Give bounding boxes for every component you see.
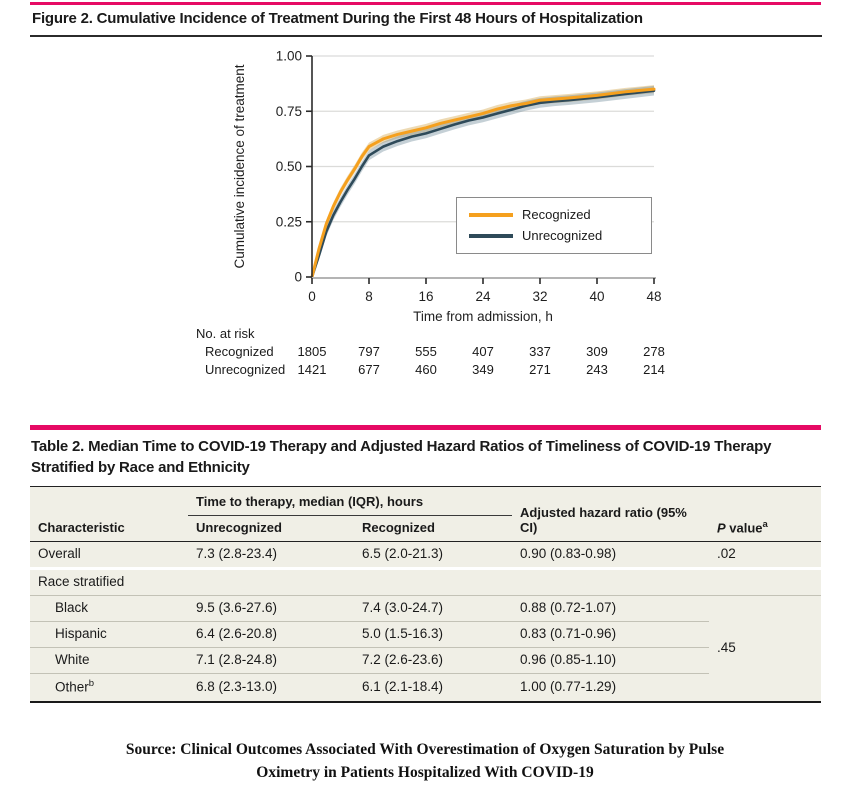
- cell-p-value: .02: [709, 541, 821, 569]
- header-empty-cell: [30, 487, 188, 516]
- cell-label: Hispanic: [30, 621, 188, 648]
- table2-accent-bar: [30, 425, 821, 430]
- row-black: Black 9.5 (3.6-27.6) 7.4 (3.0-24.7) 0.88…: [30, 595, 821, 702]
- legend-item-unrecognized: Unrecognized: [469, 225, 641, 246]
- x-axis-title: Time from admission, h: [413, 309, 553, 324]
- y-tick-label: 0.50: [276, 159, 302, 174]
- x-tick-label: 48: [646, 289, 661, 304]
- table2-header-row-1: Time to therapy, median (IQR), hours Adj…: [30, 486, 821, 535]
- cell-recognized: 6.5 (2.0-21.3): [354, 541, 512, 569]
- at-risk-row-label-unrecognized: Unrecognized: [205, 361, 286, 377]
- x-tick-label: 24: [475, 289, 491, 304]
- at-risk-value: 271: [529, 361, 551, 377]
- other-footnote-marker: b: [88, 678, 95, 689]
- at-risk-value: 1805: [297, 344, 327, 359]
- table2-title: Table 2. Median Time to COVID-19 Therapy…: [31, 438, 772, 476]
- at-risk-value: 243: [586, 361, 608, 377]
- source-citation-text: Source: Clinical Outcomes Associated Wit…: [125, 741, 725, 781]
- cell-unrecognized: 6.8 (2.3-13.0): [188, 673, 354, 702]
- chart-legend: Recognized Unrecognized: [456, 197, 652, 254]
- cell-recognized: 7.4 (3.0-24.7): [354, 595, 512, 622]
- y-tick-label: 0.25: [276, 214, 302, 229]
- row-hispanic: Hispanic 6.4 (2.6-20.8) 5.0 (1.5-16.3) 0…: [30, 621, 821, 648]
- other-label: Other: [55, 679, 89, 695]
- cell-label: White: [30, 647, 188, 674]
- at-risk-value: 214: [643, 361, 665, 377]
- cumulative-incidence-chart: 0 0.25 0.50 0.75 1.00 0 8 16 24 32 40 48 Time from a…: [232, 49, 662, 325]
- cell-hazard-ratio: 0.96 (0.85-1.10): [512, 647, 709, 674]
- source-citation: Source: Clinical Outcomes Associated Wit…: [0, 738, 850, 784]
- at-risk-row-label-recognized: Recognized: [205, 344, 274, 359]
- cell-recognized: 7.2 (2.6-23.6): [354, 647, 512, 674]
- figure-title: Figure 2. Cumulative Incidence of Treatm…: [32, 10, 643, 27]
- header-recognized: Recognized: [362, 520, 435, 535]
- at-risk-value: 797: [358, 344, 380, 359]
- at-risk-value: 1421: [297, 361, 327, 377]
- cell-unrecognized: 7.1 (2.8-24.8): [188, 647, 354, 674]
- at-risk-value: 349: [472, 361, 494, 377]
- cell-unrecognized: 9.5 (3.6-27.6): [188, 595, 354, 622]
- figure-accent-rule: [30, 2, 821, 5]
- cell-recognized: 5.0 (1.5-16.3): [354, 621, 512, 648]
- x-tick-label: 32: [532, 289, 547, 304]
- cell-unrecognized: 7.3 (2.8-23.4): [188, 541, 354, 569]
- at-risk-value: 677: [358, 361, 380, 377]
- table2: Time to therapy, median (IQR), hours Adj…: [30, 486, 821, 703]
- p-value-italic: P: [717, 520, 726, 535]
- cell-hazard-ratio: 1.00 (0.77-1.29): [512, 673, 709, 702]
- header-time-to-therapy: Time to therapy, median (IQR), hours: [188, 486, 512, 516]
- p-value-rest: value: [725, 520, 763, 535]
- x-tick-label: 8: [365, 289, 373, 304]
- recognized-curve: [310, 87, 656, 279]
- cell-label: Otherb: [30, 673, 188, 702]
- x-tick-label: 0: [308, 289, 316, 304]
- legend-item-recognized: Recognized: [469, 204, 641, 225]
- y-tick-label: 1.00: [276, 49, 302, 64]
- x-tick-label: 40: [589, 289, 604, 304]
- number-at-risk-block: No. at risk Recognized Unrecognized 1805…: [0, 320, 850, 384]
- at-risk-value: 337: [529, 344, 551, 359]
- header-p-value: P valuea: [709, 487, 821, 542]
- recognized-line-swatch: [469, 212, 513, 217]
- legend-label-recognized: Recognized: [522, 207, 591, 222]
- row-white: White 7.1 (2.8-24.8) 7.2 (2.6-23.6) 0.96…: [30, 647, 821, 674]
- table2-header-row-2: Characteristic Unrecognized Recognized: [30, 516, 821, 542]
- cell-label: Black: [30, 595, 188, 622]
- x-tick-label: 16: [418, 289, 433, 304]
- cell-race-p-value: .45: [709, 595, 821, 702]
- at-risk-value: 407: [472, 344, 494, 359]
- cell-section-label: Race stratified: [30, 567, 821, 596]
- y-tick-label: 0.75: [276, 104, 302, 119]
- cell-unrecognized: 6.4 (2.6-20.8): [188, 621, 354, 648]
- at-risk-value: 309: [586, 344, 608, 359]
- at-risk-value: 555: [415, 344, 437, 359]
- y-axis-title: Cumulative incidence of treatment: [232, 64, 247, 268]
- at-risk-heading: No. at risk: [196, 326, 255, 341]
- header-characteristic: Characteristic: [38, 520, 125, 535]
- cell-label: Overall: [30, 541, 188, 569]
- row-overall: Overall 7.3 (2.8-23.4) 6.5 (2.0-21.3) 0.…: [30, 541, 821, 569]
- row-race-stratified: Race stratified: [30, 567, 821, 596]
- header-adjusted-hazard-ratio: Adjusted hazard ratio (95% CI): [520, 505, 687, 535]
- at-risk-value: 278: [643, 344, 665, 359]
- y-tick-label: 0: [294, 270, 302, 285]
- row-other: Otherb 6.8 (2.3-13.0) 6.1 (2.1-18.4) 1.0…: [30, 673, 821, 702]
- cell-hazard-ratio: 0.83 (0.71-0.96): [512, 621, 709, 648]
- cell-recognized: 6.1 (2.1-18.4): [354, 673, 512, 702]
- cell-hazard-ratio: 0.90 (0.83-0.98): [512, 541, 709, 569]
- p-value-footnote-marker: a: [762, 518, 768, 530]
- figure-title-underline: [30, 35, 822, 37]
- header-unrecognized: Unrecognized: [196, 520, 282, 535]
- legend-label-unrecognized: Unrecognized: [522, 228, 603, 243]
- unrecognized-line-swatch: [469, 233, 513, 238]
- cell-hazard-ratio: 0.88 (0.72-1.07): [512, 595, 709, 622]
- at-risk-value: 460: [415, 361, 437, 377]
- unrecognized-curve: [310, 89, 656, 279]
